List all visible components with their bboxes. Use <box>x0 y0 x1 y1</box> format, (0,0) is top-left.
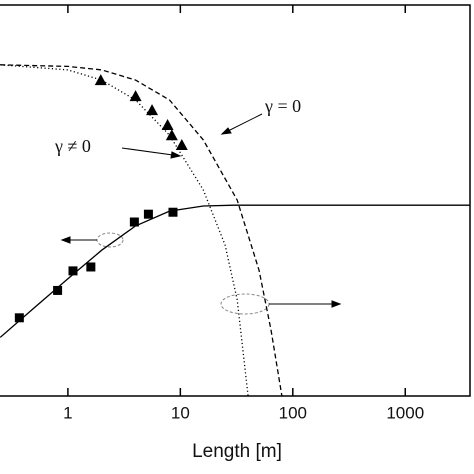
triangle-marker <box>146 104 159 116</box>
square-marker <box>68 266 78 276</box>
triangle-marker <box>94 74 107 86</box>
square-marker <box>143 209 153 219</box>
triangle-marker <box>175 138 188 150</box>
square-marker <box>129 217 139 227</box>
x-tick-label: 100 <box>279 403 307 422</box>
x-tick-label: 1 <box>63 403 72 422</box>
x-axis-label: Length [m] <box>192 441 282 462</box>
square-marker <box>168 207 178 217</box>
x-tick-label: 10 <box>171 403 190 422</box>
annotation-arrows <box>60 113 342 315</box>
triangle-marker <box>161 119 174 131</box>
triangle-marker <box>129 90 142 102</box>
series-line <box>0 64 249 397</box>
annotation: γ ≠ 0 <box>54 136 91 156</box>
x-tick-label: 1000 <box>386 403 424 422</box>
annotation: γ = 0 <box>264 96 301 116</box>
series-line <box>0 64 283 397</box>
plot-frame <box>0 4 471 397</box>
square-marker <box>53 285 63 295</box>
triangle-marker <box>165 129 178 141</box>
square-marker <box>14 313 24 323</box>
square-marker <box>86 262 96 272</box>
